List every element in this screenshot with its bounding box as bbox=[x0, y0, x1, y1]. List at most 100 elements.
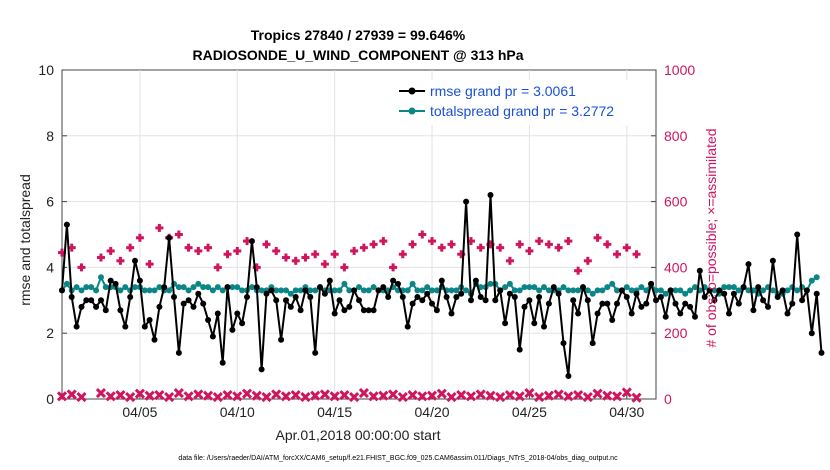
obs-marker-stroke bbox=[495, 391, 506, 403]
obs-possible-marker bbox=[340, 263, 349, 272]
data-point-rmse bbox=[399, 294, 406, 300]
obs-possible-marker bbox=[476, 243, 485, 252]
obs-assimilated-marker bbox=[495, 391, 506, 403]
legend: rmse grand pr = 3.0061 totalspread grand… bbox=[395, 80, 650, 125]
data-point-rmse bbox=[506, 290, 513, 297]
obs-assimilated-marker bbox=[56, 391, 68, 402]
data-point-totalspread bbox=[735, 287, 742, 294]
data-point-rmse bbox=[83, 297, 90, 304]
data-point-totalspread bbox=[98, 274, 104, 281]
obs-possible-marker bbox=[291, 256, 300, 265]
obs-possible-marker bbox=[145, 260, 154, 269]
obs-marker-stroke bbox=[154, 389, 165, 401]
data-point-rmse bbox=[224, 284, 231, 291]
data-point-rmse bbox=[117, 307, 124, 314]
right-axis-ticks: 0 200 400 600 800 1000 bbox=[651, 62, 695, 407]
obs-possible-marker bbox=[359, 243, 368, 252]
obs-marker-stroke bbox=[514, 391, 525, 402]
data-point-totalspread bbox=[297, 287, 304, 294]
data-point-rmse bbox=[735, 300, 742, 307]
data-point-rmse bbox=[580, 284, 586, 291]
data-point-rmse bbox=[209, 333, 216, 340]
data-point-rmse bbox=[779, 287, 786, 294]
data-point-rmse bbox=[63, 221, 70, 228]
obs-marker-stroke bbox=[407, 389, 418, 401]
data-point-rmse bbox=[102, 307, 109, 314]
data-point-rmse bbox=[273, 297, 280, 304]
obs-assimilated-marker bbox=[105, 391, 116, 402]
obs-assimilated-marker bbox=[241, 388, 253, 399]
data-point-totalspread bbox=[575, 287, 582, 294]
data-point-rmse bbox=[541, 323, 547, 330]
data-point-totalspread bbox=[248, 284, 255, 291]
x-tick-label: 04/05 bbox=[122, 404, 157, 420]
legend-rmse-marker bbox=[408, 87, 416, 95]
data-point-totalspread bbox=[146, 287, 153, 294]
data-point-totalspread bbox=[433, 287, 440, 294]
data-point-totalspread bbox=[209, 287, 216, 294]
obs-possible-marker bbox=[223, 250, 232, 259]
data-point-totalspread bbox=[336, 287, 343, 294]
x-tick-label: 04/25 bbox=[512, 404, 547, 420]
obs-possible-marker bbox=[496, 243, 505, 252]
obs-marker-stroke bbox=[251, 390, 262, 401]
data-point-totalspread bbox=[541, 284, 547, 291]
data-point-rmse bbox=[458, 290, 465, 297]
obs-possible-marker bbox=[389, 263, 398, 272]
data-point-rmse bbox=[253, 284, 260, 291]
data-point-totalspread bbox=[536, 287, 543, 294]
x-tick-label: 04/20 bbox=[415, 404, 450, 420]
obs-possible-marker bbox=[603, 240, 612, 249]
obs-assimilated-marker bbox=[164, 391, 175, 403]
data-point-rmse bbox=[589, 340, 596, 347]
data-point-totalspread bbox=[195, 280, 202, 287]
data-point-rmse bbox=[531, 320, 538, 327]
data-point-rmse bbox=[195, 290, 202, 297]
data-point-rmse bbox=[112, 280, 119, 287]
data-point-rmse bbox=[341, 307, 348, 314]
data-point-rmse bbox=[317, 284, 323, 291]
obs-marker-stroke bbox=[319, 389, 330, 400]
data-point-rmse bbox=[730, 290, 737, 297]
obs-possible-marker bbox=[262, 240, 271, 249]
data-point-rmse bbox=[219, 359, 226, 366]
data-point-rmse bbox=[536, 294, 543, 300]
obs-possible-marker bbox=[622, 243, 631, 252]
data-point-rmse bbox=[716, 287, 723, 294]
obs-assimilated-marker bbox=[602, 390, 613, 401]
data-point-totalspread bbox=[234, 284, 241, 291]
data-point-rmse bbox=[667, 287, 674, 294]
obs-assimilated-marker bbox=[134, 388, 145, 399]
obs-marker-stroke bbox=[475, 389, 486, 400]
data-point-rmse bbox=[326, 277, 333, 284]
obs-assimilated-marker bbox=[631, 392, 642, 403]
data-file-footnote: data file: /Users/raeder/DAI/ATM_forcXX/… bbox=[178, 455, 618, 462]
data-point-rmse bbox=[268, 287, 275, 294]
data-point-rmse bbox=[521, 303, 528, 310]
data-point-rmse bbox=[200, 300, 207, 307]
data-point-totalspread bbox=[283, 287, 289, 294]
data-point-rmse bbox=[726, 310, 732, 317]
obs-possible-marker bbox=[184, 243, 193, 252]
obs-assimilated-marker bbox=[397, 391, 408, 403]
data-point-rmse bbox=[336, 297, 343, 304]
obs-marker-stroke bbox=[173, 388, 184, 399]
data-point-rmse bbox=[78, 303, 85, 310]
obs-marker-stroke bbox=[534, 391, 545, 403]
data-point-totalspread bbox=[657, 287, 664, 294]
data-point-rmse bbox=[98, 297, 104, 304]
data-point-totalspread bbox=[794, 287, 801, 294]
legend-totalspread-label: totalspread grand pr = 3.2772 bbox=[430, 103, 614, 119]
obs-possible-marker bbox=[174, 230, 183, 239]
data-point-totalspread bbox=[180, 284, 187, 291]
data-point-rmse bbox=[492, 297, 499, 304]
obs-assimilated-marker bbox=[563, 391, 574, 402]
data-point-totalspread bbox=[692, 284, 698, 291]
data-point-totalspread bbox=[365, 287, 372, 294]
data-point-rmse bbox=[575, 310, 582, 317]
x-axis-label: Apr.01,2018 00:00:00 start bbox=[275, 427, 440, 443]
obs-assimilated-marker bbox=[300, 391, 311, 403]
data-point-rmse bbox=[424, 290, 431, 297]
data-point-totalspread bbox=[93, 287, 100, 294]
